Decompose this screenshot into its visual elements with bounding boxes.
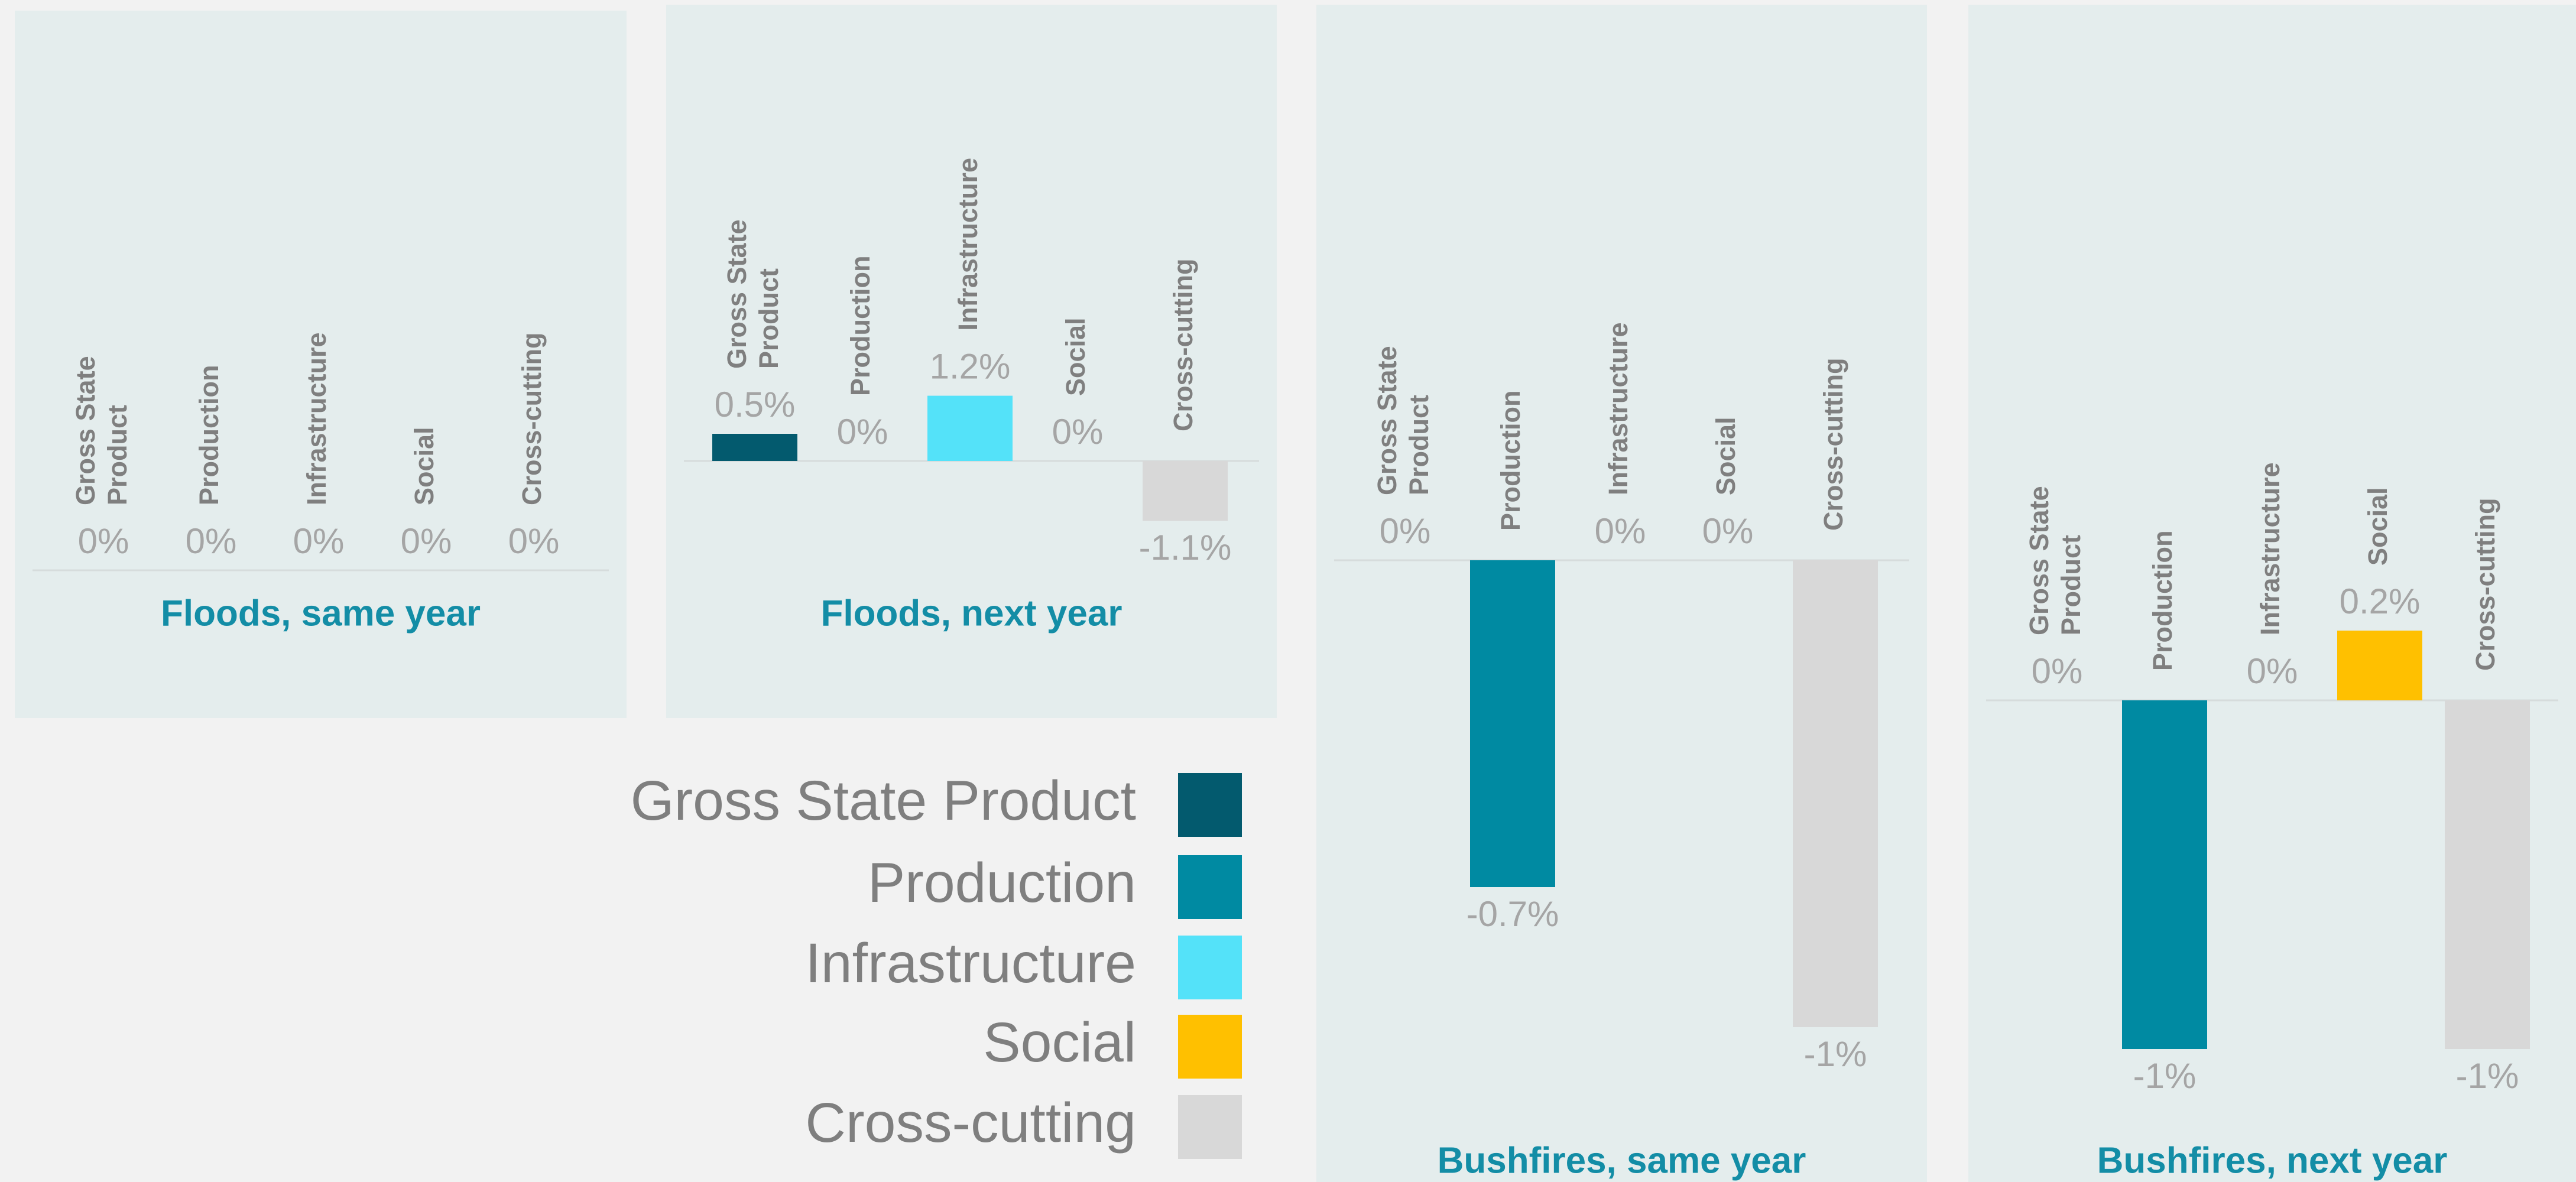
category-label: Gross StateProduct: [1372, 346, 1434, 495]
value-label: -1%: [1804, 1034, 1867, 1074]
category-label: Gross StateProduct: [70, 356, 132, 505]
value-label: 0%: [293, 521, 345, 561]
value-label: 0%: [2247, 651, 2298, 691]
category-label: Infrastructure: [953, 158, 983, 331]
chart-title: Bushfires, same year: [1438, 1140, 1806, 1181]
category-label: Gross StateProduct: [2024, 486, 2086, 635]
category-label: Production: [2147, 531, 2178, 671]
chart-title: Floods, next year: [821, 593, 1122, 634]
value-label: 0%: [837, 412, 888, 452]
category-label: Infrastructure: [2255, 462, 2285, 635]
panel: [15, 11, 627, 718]
value-label: -1.1%: [1139, 528, 1232, 567]
value-label: 0%: [508, 521, 560, 561]
category-label: Social: [409, 427, 439, 505]
legend-swatch: [1178, 1095, 1242, 1159]
legend-label: Cross-cutting: [805, 1092, 1136, 1154]
category-label: Production: [1495, 391, 1526, 531]
legend-swatch: [1178, 773, 1242, 837]
bar: [1143, 461, 1228, 521]
value-label: 1.2%: [930, 346, 1011, 386]
chart-title: Floods, same year: [161, 593, 481, 634]
category-label: Cross-cutting: [517, 333, 547, 506]
category-label: Cross-cutting: [1168, 259, 1198, 432]
value-label: -1%: [2456, 1056, 2519, 1096]
value-label: 0%: [1702, 511, 1754, 551]
bar: [2337, 631, 2422, 700]
category-label: Production: [845, 256, 875, 396]
category-label: Gross StateProduct: [722, 219, 784, 369]
category-label: Infrastructure: [1603, 322, 1633, 495]
category-label: Production: [194, 365, 224, 505]
category-label: Social: [1711, 417, 1741, 495]
category-label: Cross-cutting: [1818, 358, 1848, 531]
legend-swatch: [1178, 936, 1242, 999]
bar: [927, 395, 1013, 461]
bar: [1793, 560, 1878, 1027]
value-label: -0.7%: [1467, 894, 1559, 934]
category-label: Cross-cutting: [2470, 498, 2500, 671]
legend-label: Social: [983, 1011, 1136, 1074]
category-label: Social: [1060, 317, 1091, 396]
value-label: 0%: [2032, 651, 2083, 691]
value-label: 0%: [78, 521, 129, 561]
legend-label: Gross State Product: [631, 769, 1136, 832]
legend-label: Production: [868, 852, 1136, 914]
value-label: 0.5%: [715, 385, 796, 424]
legend-swatch: [1178, 855, 1242, 919]
value-label: 0%: [1380, 511, 1431, 551]
value-label: 0.2%: [2340, 582, 2421, 621]
value-label: 0%: [1052, 412, 1104, 452]
legend-label: Infrastructure: [805, 932, 1136, 995]
bar: [712, 434, 797, 461]
category-label: Social: [2363, 487, 2393, 566]
category-label: Infrastructure: [301, 332, 332, 505]
bar: [2122, 700, 2207, 1049]
value-label: 0%: [1595, 511, 1646, 551]
value-label: -1%: [2133, 1056, 2197, 1096]
value-label: 0%: [186, 521, 237, 561]
bar: [2445, 700, 2530, 1049]
bar: [1470, 560, 1555, 887]
legend-swatch: [1178, 1015, 1242, 1079]
panel: [666, 5, 1277, 718]
chart-title: Bushfires, next year: [2097, 1140, 2448, 1181]
value-label: 0%: [401, 521, 452, 561]
